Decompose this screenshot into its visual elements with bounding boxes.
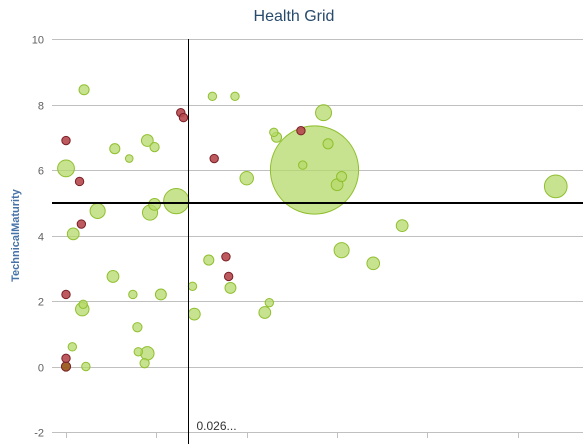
data-bubble [132, 322, 143, 333]
data-bubble [258, 306, 272, 319]
data-bubble [61, 353, 71, 364]
y-tick-label: 2 [38, 297, 44, 309]
data-bubble [154, 288, 167, 301]
data-bubble [109, 143, 121, 155]
data-bubble [67, 342, 78, 352]
data-bubble [149, 141, 160, 153]
data-bubble [89, 202, 106, 219]
data-bubble [187, 307, 201, 321]
data-bubble [230, 91, 240, 102]
y-tick-label: 0 [38, 363, 44, 375]
chart-title: Health Grid [253, 8, 335, 25]
data-bubble [81, 361, 91, 372]
data-bubble [74, 176, 85, 187]
data-bubble [239, 170, 254, 186]
data-bubble [333, 242, 350, 259]
vertical-reference-label: 0.026... [197, 419, 237, 433]
data-bubble [223, 271, 234, 282]
data-bubble [269, 127, 279, 138]
data-bubble [78, 299, 88, 309]
data-bubble [207, 91, 218, 102]
y-axis-tick-labels: -2 0 2 4 6 8 10 [32, 35, 44, 440]
y-tick-label: 6 [38, 166, 44, 178]
grid-lines [52, 39, 583, 433]
data-bubble [178, 112, 189, 123]
data-bubble [139, 358, 150, 369]
data-bubble [140, 134, 154, 147]
data-bubble [163, 188, 190, 215]
data-bubble [315, 104, 333, 122]
bubble-series [57, 84, 568, 372]
data-bubble [61, 135, 71, 146]
data-bubble [78, 84, 90, 96]
data-bubble [60, 361, 72, 372]
data-bubble [269, 125, 360, 215]
data-bubble [336, 171, 348, 183]
data-bubble [203, 254, 215, 266]
data-bubble [221, 252, 231, 262]
data-bubble [76, 219, 87, 229]
data-bubble [298, 160, 308, 170]
data-bubble [187, 281, 198, 291]
data-bubble [124, 154, 134, 163]
y-tick-label: 4 [38, 232, 44, 244]
data-bubble [322, 138, 334, 150]
data-bubble [57, 159, 75, 178]
data-bubble [366, 256, 381, 271]
data-bubble [133, 347, 143, 357]
data-bubble [106, 270, 120, 283]
y-axis-label: TechnicalMaturity [10, 188, 22, 282]
data-bubble [264, 297, 275, 308]
x-axis-ticks [66, 432, 519, 438]
data-bubble [148, 198, 161, 211]
data-bubble [296, 126, 306, 136]
data-bubble [66, 227, 80, 241]
y-tick-label: 10 [32, 35, 44, 47]
y-tick-label: 8 [38, 101, 44, 113]
data-bubble [61, 289, 71, 300]
y-tick-label: -2 [34, 428, 44, 440]
data-bubble [395, 219, 409, 233]
data-bubble [224, 281, 237, 294]
data-bubble [128, 289, 138, 300]
reference-lines [52, 39, 583, 444]
data-bubble [543, 174, 568, 199]
data-bubble [209, 153, 219, 164]
